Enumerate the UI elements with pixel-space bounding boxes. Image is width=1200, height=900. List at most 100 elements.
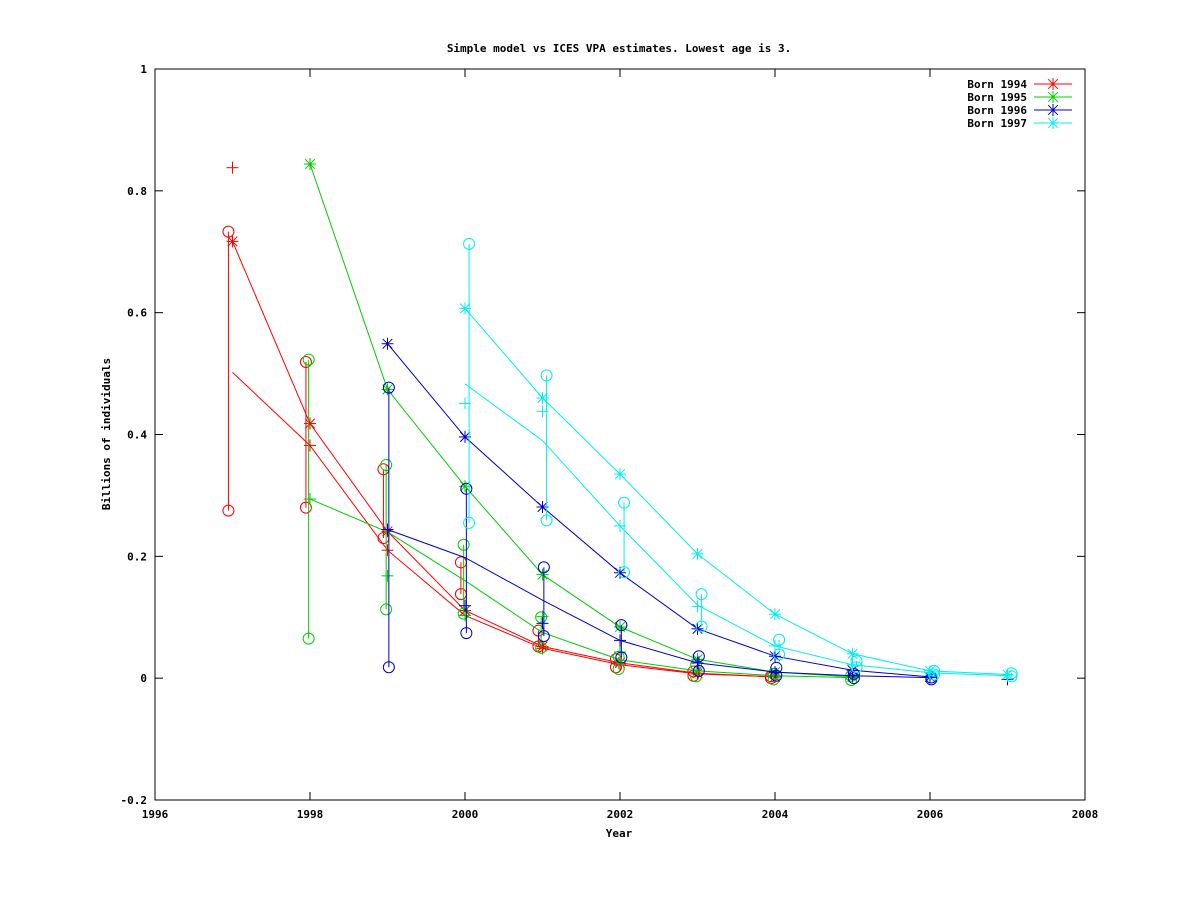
y-tick-label: -0.2 [121, 794, 148, 807]
interval-low-circle [222, 504, 235, 517]
interval-high-circle [540, 369, 553, 382]
interval-low-circle [615, 651, 628, 664]
interval-low-circle [302, 632, 315, 645]
y-tick-label: 0.6 [127, 307, 147, 320]
interval-low-circle [380, 603, 393, 616]
plot-area: 1996 1998 2000 2002 2004 2006 2008 -0.2 0 0.2 0.4 0… [121, 63, 1099, 821]
interval-high-circle [770, 661, 783, 674]
vpa-star-point [536, 500, 549, 513]
vpa-line [464, 308, 1008, 675]
interval-high-circle [615, 619, 628, 632]
model-plus-point [536, 617, 549, 630]
model-plus-point [226, 161, 239, 174]
x-tick-label: 2008 [1072, 808, 1099, 821]
y-tick-label: 0.2 [127, 550, 147, 563]
x-tick-label: 2002 [607, 808, 634, 821]
vpa-star-point [304, 158, 316, 171]
model-plus-point [459, 397, 471, 410]
interval-high-circle [463, 237, 476, 250]
interval-low-circle [382, 661, 395, 674]
chart-title: Simple model vs ICES VPA estimates. Lowe… [447, 42, 791, 55]
legend-star-icon [1047, 78, 1059, 90]
interval-high-circle [380, 458, 393, 471]
x-tick-label: 1996 [142, 808, 169, 821]
interval-high-circle [457, 538, 470, 551]
x-tick-label: 1998 [297, 808, 324, 821]
vpa-line [387, 343, 931, 678]
interval-low-circle [537, 630, 550, 643]
model-plus-point [769, 639, 781, 652]
interval-low-circle [692, 664, 705, 677]
model-plus-point [381, 523, 394, 536]
interval-low-circle [695, 620, 708, 633]
vpa-star-point [536, 568, 549, 581]
vpa-star-point [769, 608, 781, 621]
x-tick-label: 2004 [762, 808, 789, 821]
legend-star-icon [1047, 117, 1059, 129]
vpa-star-point [1001, 668, 1014, 681]
vpa-star-point [691, 547, 704, 560]
model-line [232, 372, 776, 678]
vpa-line [309, 163, 853, 678]
y-tick-label: 0 [140, 672, 147, 685]
model-plus-point [304, 439, 316, 452]
interval-low-circle [618, 566, 631, 579]
interval-low-circle [770, 669, 783, 682]
interval-high-circle [773, 633, 786, 646]
model-plus-point [691, 600, 704, 613]
model-plus-point [459, 599, 471, 612]
vpa-star-point [459, 302, 471, 315]
vpa-star-point [381, 337, 394, 350]
legend-label: Born 1995 [967, 91, 1027, 104]
vpa-star-point [924, 664, 936, 677]
interval-low-circle [460, 627, 473, 640]
legend-label: Born 1996 [967, 104, 1027, 117]
vpa-star-point [614, 468, 626, 481]
model-line [387, 529, 931, 679]
interval-high-circle [535, 611, 548, 624]
model-plus-point [614, 634, 626, 647]
model-line [309, 498, 853, 679]
interval-high-circle [299, 356, 312, 369]
interval-low-circle [845, 673, 858, 686]
model-plus-point [769, 666, 781, 679]
interval-low-circle [847, 672, 860, 685]
interval-low-circle [540, 514, 553, 527]
interval-low-circle [535, 641, 548, 654]
model-plus-point [536, 405, 549, 418]
interval-high-circle [695, 588, 708, 601]
vpa-line [232, 241, 776, 678]
vpa-star-point [846, 647, 859, 660]
vpa-star-point [304, 417, 316, 430]
interval-high-circle [302, 353, 315, 366]
model-plus-point [381, 544, 394, 557]
interval-high-circle [537, 561, 550, 574]
y-axis-label: Billions of individuals [100, 358, 113, 510]
y-tick-label: 0.8 [127, 185, 147, 198]
x-tick-label: 2000 [452, 808, 479, 821]
model-plus-point [846, 658, 859, 671]
model-plus-point [304, 493, 316, 506]
legend-label: Born 1994 [967, 78, 1027, 91]
interval-low-circle [463, 516, 476, 529]
interval-high-circle [382, 381, 395, 394]
interval-low-circle [773, 648, 786, 661]
vpa-star-point [226, 235, 239, 248]
interval-low-circle [299, 501, 312, 514]
y-tick-label: 1 [140, 63, 147, 76]
legend-star-icon [1047, 104, 1059, 116]
legend-label: Born 1997 [967, 117, 1027, 130]
interval-high-circle [460, 482, 473, 495]
interval-low-circle [850, 661, 863, 674]
interval-high-circle [767, 667, 780, 680]
interval-high-circle [850, 655, 863, 668]
x-tick-label: 2006 [917, 808, 944, 821]
model-line [464, 383, 1008, 677]
model-plus-point [691, 656, 704, 669]
interval-high-circle [618, 496, 631, 509]
y-tick-label: 0.4 [127, 429, 147, 442]
vpa-star-point [536, 391, 549, 404]
x-axis-label: Year [606, 827, 633, 840]
